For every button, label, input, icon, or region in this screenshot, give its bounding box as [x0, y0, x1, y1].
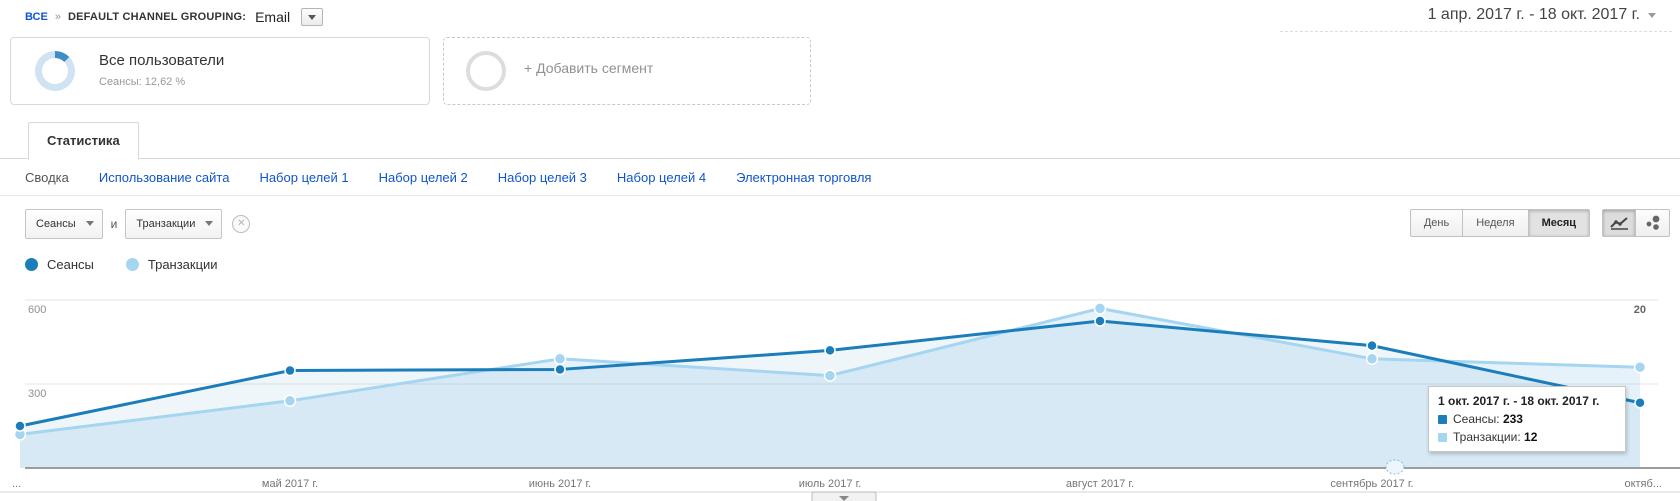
tooltip-row-2: Транзакции: 12: [1438, 430, 1616, 444]
secondary-metric-label: Транзакции: [136, 218, 196, 230]
transactions-point-6[interactable]: [1365, 352, 1379, 366]
x-axis-label-6: сентябрь 2017 г.: [1330, 478, 1413, 490]
transactions-point-7[interactable]: [1633, 360, 1647, 374]
granularity-buttons: День Неделя Месяц: [1409, 209, 1590, 237]
add-segment-card[interactable]: + Добавить сегмент: [443, 37, 811, 105]
line-chart-button[interactable]: [1602, 209, 1636, 237]
tooltip-row-text: Сеансы: 233: [1453, 412, 1523, 426]
metric-conjunction: и: [110, 217, 118, 231]
breadcrumb-dimension-value: Email: [255, 9, 291, 25]
subnav-item-6[interactable]: Набор целей 4: [616, 169, 707, 185]
x-axis-label-4: июль 2017 г.: [799, 478, 862, 490]
transactions-area-fill: [20, 308, 1640, 468]
segment-donut-icon: [35, 51, 75, 91]
transactions-point-5[interactable]: [1093, 302, 1107, 315]
legend-dot-icon: [125, 258, 139, 271]
granularity-and-charttype: День Неделя Месяц: [1409, 209, 1670, 237]
transactions-point-3[interactable]: [553, 352, 567, 366]
y-axis-label-600: 600: [28, 304, 46, 316]
segment-card-all-users[interactable]: Все пользователи Сеансы: 12,62 %: [10, 37, 430, 105]
chart-tooltip: 1 окт. 2017 г. - 18 окт. 2017 г. Сеансы:…: [1428, 386, 1626, 452]
empty-circle-icon: [466, 51, 506, 91]
transactions-point-2[interactable]: [283, 394, 297, 408]
sessions-point-3[interactable]: [554, 363, 566, 376]
sessions-point-4[interactable]: [824, 344, 836, 357]
tooltip-row-1: Сеансы: 233: [1438, 412, 1616, 426]
subnav-item-3[interactable]: Набор целей 1: [259, 169, 349, 185]
legend-label: Сеансы: [47, 257, 94, 272]
sessions-point-6[interactable]: [1366, 339, 1378, 352]
legend-label: Транзакции: [147, 257, 218, 272]
y-axis-label-300: 300: [28, 388, 46, 400]
x-axis-label-1: ...: [12, 478, 21, 490]
x-axis-label-5: август 2017 г.: [1066, 478, 1134, 490]
subnav-item-1[interactable]: Сводка: [25, 169, 69, 185]
subnav-item-2[interactable]: Использование сайта: [98, 169, 230, 185]
segment-sessions-percent: Сеансы: 12,62 %: [99, 76, 186, 88]
breadcrumb: ВСЕ » DEFAULT CHANNEL GROUPING: Email: [25, 8, 324, 26]
report-subnav: Сводка Использование сайта Набор целей 1 На…: [0, 159, 1680, 196]
add-segment-label: + Добавить сегмент: [524, 60, 654, 76]
header-divider: [1280, 31, 1672, 32]
subnav-item-7[interactable]: Электронная торговля: [736, 169, 872, 185]
chevron-down-icon: [839, 496, 849, 501]
range-slider-handle[interactable]: [1385, 459, 1405, 475]
x-axis-label-3: июнь 2017 г.: [529, 478, 592, 490]
tab-bar: Статистика: [0, 117, 1680, 160]
chevron-down-icon: [85, 221, 94, 226]
breadcrumb-all-link[interactable]: ВСЕ: [25, 11, 48, 23]
granularity-button-2[interactable]: Неделя: [1463, 209, 1529, 237]
chart-type-buttons: [1602, 209, 1670, 237]
legend-item-2: Транзакции: [125, 257, 218, 272]
remove-metric-icon[interactable]: ✕: [232, 215, 251, 233]
tooltip-row-text: Транзакции: 12: [1453, 430, 1538, 444]
sessions-point-2[interactable]: [284, 364, 296, 377]
sessions-point-7[interactable]: [1634, 397, 1646, 409]
transactions-point-4[interactable]: [823, 369, 837, 382]
legend-dot-icon: [25, 258, 38, 271]
tooltip-date-range: 1 окт. 2017 г. - 18 окт. 2017 г.: [1438, 394, 1600, 408]
tooltip-series-swatch: [1438, 432, 1447, 442]
date-range-text: 1 апр. 2017 г. - 18 окт. 2017 г.: [1427, 6, 1640, 23]
primary-metric-label: Сеансы: [36, 218, 76, 230]
secondary-metric-select[interactable]: Транзакции: [125, 209, 223, 239]
timeline-chart[interactable]: 600 300 20... май 2017 г. июнь 2017 г. июль 2…: [0, 280, 1680, 501]
metric-selectors: Сеансы и Транзакции ✕: [25, 209, 251, 239]
breadcrumb-separator: »: [54, 11, 61, 23]
chevron-down-icon: [1648, 12, 1656, 18]
chart-legend: Сеансы Транзакции: [25, 257, 218, 272]
right-axis-label-20: 20: [1634, 304, 1646, 316]
segment-title: Все пользователи: [99, 52, 225, 69]
subnav-item-5[interactable]: Набор целей 3: [497, 169, 587, 185]
chart-toolbar: Сеансы и Транзакции ✕ День Неделя Месяц: [0, 197, 1680, 254]
line-chart-icon: [1609, 217, 1628, 230]
motion-chart-icon: [1646, 215, 1659, 230]
sessions-point-1[interactable]: [14, 420, 26, 432]
dimension-dropdown-button[interactable]: [301, 8, 324, 26]
chevron-down-icon: [308, 14, 317, 20]
breadcrumb-dimension-label: DEFAULT CHANNEL GROUPING:: [67, 11, 247, 23]
tooltip-series-swatch: [1438, 414, 1447, 424]
motion-chart-button[interactable]: [1636, 209, 1670, 237]
x-axis-label-2: май 2017 г.: [262, 478, 318, 490]
x-axis-label-7: октяб...: [1624, 478, 1662, 490]
sessions-area-fill: [20, 321, 1640, 468]
primary-metric-select[interactable]: Сеансы: [25, 209, 103, 239]
subnav-item-4[interactable]: Набор целей 2: [378, 169, 468, 185]
sessions-point-5[interactable]: [1094, 315, 1106, 327]
tab-statistics[interactable]: Статистика: [28, 122, 139, 160]
granularity-button-3[interactable]: Месяц: [1528, 209, 1590, 237]
date-range-selector[interactable]: 1 апр. 2017 г. - 18 окт. 2017 г.: [1428, 6, 1656, 24]
chevron-down-icon: [205, 221, 214, 226]
legend-item-1: Сеансы: [25, 257, 94, 272]
granularity-button-1[interactable]: День: [1409, 209, 1464, 237]
